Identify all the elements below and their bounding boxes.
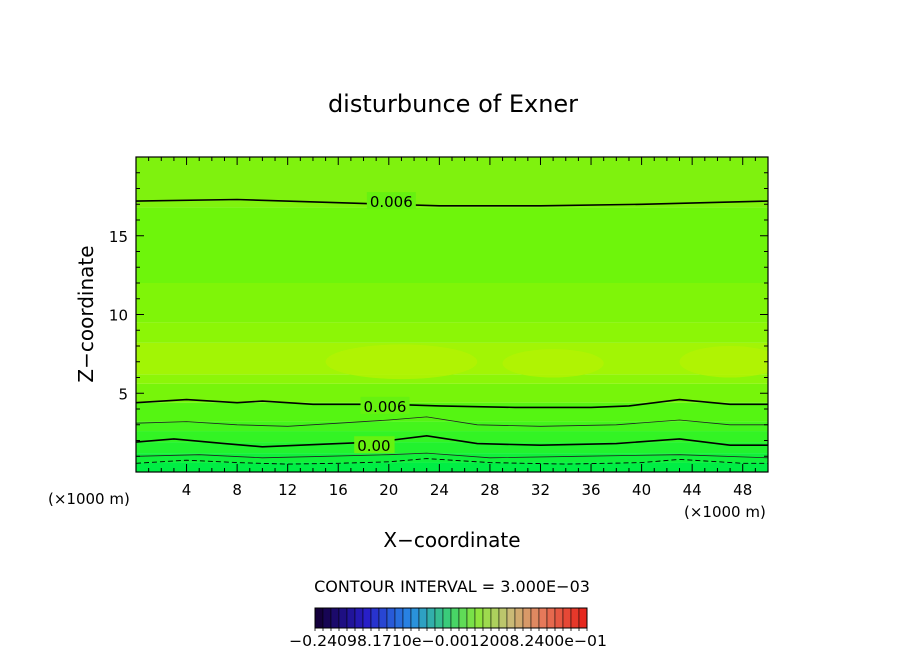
contour-label-bg bbox=[366, 192, 416, 210]
chart-title: disturbunce of Exner bbox=[328, 90, 578, 118]
y-tick-label: 15 bbox=[109, 228, 128, 246]
field-band bbox=[136, 431, 768, 443]
x-tick-label: 8 bbox=[232, 481, 242, 499]
colorbar-cell bbox=[378, 607, 388, 629]
contour-line bbox=[136, 416, 768, 427]
colorbar-cell bbox=[514, 607, 524, 629]
colorbar-cell bbox=[418, 607, 428, 629]
field-bands bbox=[136, 157, 768, 472]
x-tick-label: 4 bbox=[182, 481, 192, 499]
field-band bbox=[136, 322, 768, 343]
colorbar-cell bbox=[546, 607, 556, 629]
field-maximum bbox=[679, 346, 768, 378]
x-unit-label-left: (×1000 m) bbox=[48, 490, 130, 508]
x-tick-label: 20 bbox=[379, 481, 398, 499]
field-band bbox=[136, 453, 768, 463]
colorbar-cell bbox=[498, 607, 508, 629]
y-tick-label: 5 bbox=[118, 385, 128, 403]
colorbar-cell bbox=[490, 607, 500, 629]
contour-label-bg bbox=[354, 436, 395, 454]
field-maximum bbox=[502, 349, 604, 378]
field-band bbox=[136, 462, 768, 472]
colorbar-cell bbox=[402, 607, 412, 629]
colorbar-cell bbox=[442, 607, 452, 629]
colorbar-cell bbox=[354, 607, 364, 629]
contour-label-bg bbox=[360, 396, 410, 414]
x-tick-label: 24 bbox=[430, 481, 449, 499]
contour-line bbox=[136, 398, 768, 409]
contour-labels: 0.006 0.006 0.00 bbox=[354, 192, 416, 455]
colorbar-tick-labels: −0.24098.1710e−0.0012008.2400e−01 bbox=[289, 632, 607, 650]
field-band bbox=[136, 374, 768, 384]
colorbar-cell bbox=[570, 607, 580, 629]
x-axis: 4 8 12 16 20 24 28 32 36 40 44 48 bbox=[135, 157, 769, 499]
field-band bbox=[136, 442, 768, 454]
colorbar-frame bbox=[314, 607, 588, 629]
colorbar-cell bbox=[338, 607, 348, 629]
colorbar-cell bbox=[522, 607, 532, 629]
colorbar-cell bbox=[314, 607, 324, 629]
contour-line bbox=[136, 458, 768, 465]
contour-label: 0.00 bbox=[357, 437, 390, 455]
colorbar-cell bbox=[426, 607, 436, 629]
colorbar-cell bbox=[554, 607, 564, 629]
colorbar-cell bbox=[466, 607, 476, 629]
colorbar-cell bbox=[482, 607, 492, 629]
x-tick-label: 44 bbox=[683, 481, 702, 499]
x-tick-label: 16 bbox=[329, 481, 348, 499]
colorbar-cell bbox=[450, 607, 460, 629]
y-tick-label: 10 bbox=[109, 307, 128, 325]
field-band bbox=[136, 383, 768, 403]
x-tick-label: 40 bbox=[632, 481, 651, 499]
field-band bbox=[136, 207, 768, 283]
field-band bbox=[136, 283, 768, 323]
colorbar-cell bbox=[362, 607, 372, 629]
colorbar-cell bbox=[394, 607, 404, 629]
colorbar-cell bbox=[562, 607, 572, 629]
colorbar-cell bbox=[386, 607, 396, 629]
colorbar-cell bbox=[370, 607, 380, 629]
contour-line bbox=[136, 198, 768, 207]
colorbar-cell bbox=[458, 607, 468, 629]
field-maximum bbox=[325, 344, 478, 380]
x-tick-label: 36 bbox=[581, 481, 600, 499]
colorbar-cell bbox=[578, 607, 588, 629]
contour-label: 0.006 bbox=[364, 398, 407, 416]
x-axis-label: X−coordinate bbox=[383, 528, 520, 552]
colorbar bbox=[314, 607, 588, 631]
colorbar-cell bbox=[322, 607, 332, 629]
colorbar-cell bbox=[410, 607, 420, 629]
colorbar-cell bbox=[474, 607, 484, 629]
x-tick-label: 12 bbox=[278, 481, 297, 499]
contour-lines bbox=[136, 198, 768, 465]
field-band bbox=[136, 421, 768, 432]
colorbar-cell bbox=[530, 607, 540, 629]
contour-label: 0.006 bbox=[370, 193, 413, 211]
colorbar-cell bbox=[346, 607, 356, 629]
x-tick-label: 32 bbox=[531, 481, 550, 499]
y-axis: 5 10 15 bbox=[109, 156, 768, 473]
colorbar-cell bbox=[330, 607, 340, 629]
contour-line bbox=[136, 452, 768, 459]
colorbar-cell bbox=[434, 607, 444, 629]
x-unit-label-right: (×1000 m) bbox=[684, 503, 766, 521]
colorbar-cell bbox=[506, 607, 516, 629]
y-axis-label: Z−coordinate bbox=[74, 245, 98, 382]
x-tick-label: 28 bbox=[480, 481, 499, 499]
colorbar-cell bbox=[538, 607, 548, 629]
x-tick-label: 48 bbox=[733, 481, 752, 499]
contour-line bbox=[136, 434, 768, 448]
contour-interval-text: CONTOUR INTERVAL = 3.000E−03 bbox=[314, 577, 590, 596]
